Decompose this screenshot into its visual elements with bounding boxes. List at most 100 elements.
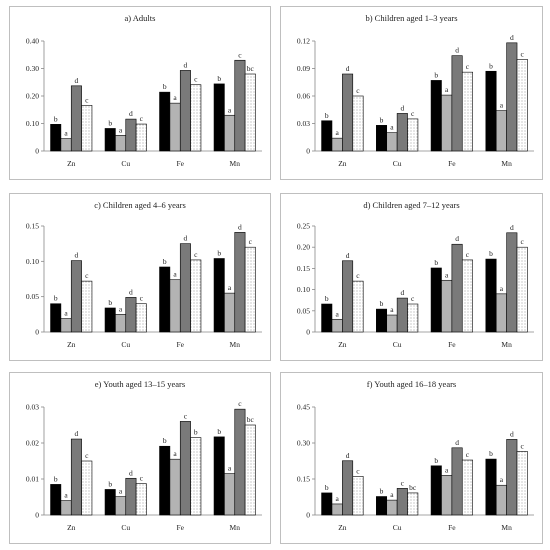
x-category-label: Fe [448, 340, 456, 349]
bar-zn-2 [331, 503, 343, 516]
chart-panel-b: b) Children aged 1–3 years 0 0.03 0.06 0.09 0… [280, 6, 543, 180]
chart-c: c) Children aged 4–6 years 0 0.05 0.10 0.15 b… [26, 200, 262, 349]
bar-letter-label: b [325, 294, 329, 303]
bar-mn-1 [485, 458, 497, 516]
bar-letter-label: a [119, 304, 123, 313]
bar-fe-3 [451, 55, 463, 152]
bar-letter-label: a [500, 475, 504, 484]
x-category-label: Cu [121, 523, 130, 532]
y-tick-label: 0 [35, 511, 39, 520]
chart-e: e) Youth aged 13–15 years00.010.020.03ba… [26, 379, 262, 532]
bar-zn-3 [342, 73, 354, 152]
bar-cu-1 [104, 307, 116, 333]
bar-letter-label: b [163, 436, 167, 445]
chart-panel-a: a) Adults 0 0.10 0.20 0.30 0.40 b a d c Zn b a d c Cu b a… [9, 6, 271, 180]
bar-letter-label: b [434, 70, 438, 79]
x-category-label: Fe [177, 523, 185, 532]
bar-letter-label: d [75, 251, 79, 260]
bar-cu-3 [396, 488, 408, 516]
chart-title: b) Children aged 1–3 years [365, 13, 457, 23]
x-category-label: Mn [230, 159, 241, 168]
bar-fe-1 [159, 445, 171, 516]
bar-letter-label: d [75, 76, 79, 85]
bar-letter-label: d [184, 60, 188, 69]
y-tick-label: 0.09 [297, 64, 310, 73]
bar-cu-3 [396, 113, 408, 152]
bar-cu-1 [376, 496, 388, 516]
bar-mn-4 [244, 73, 256, 152]
x-category-label: Cu [393, 523, 402, 532]
y-tick-label: 0.15 [26, 222, 39, 231]
x-category-label: Fe [177, 340, 185, 349]
x-category-label: Mn [501, 340, 512, 349]
bar-letter-label: c [238, 399, 242, 408]
bar-letter-label: d [400, 288, 404, 297]
bar-mn-1 [485, 258, 497, 333]
bar-cu-2 [386, 132, 398, 152]
bar-cu-2 [386, 314, 398, 333]
bar-letter-label: b [489, 249, 493, 258]
y-tick-label: 0.15 [297, 264, 310, 273]
bar-letter-label: d [129, 287, 133, 296]
y-tick-label: 0.06 [297, 92, 310, 101]
bar-cu-3 [125, 477, 137, 516]
bar-fe-1 [430, 80, 442, 152]
y-tick-label: 0.45 [297, 403, 310, 412]
x-category-label: Cu [121, 159, 130, 168]
bar-cu-2 [115, 135, 127, 152]
bar-letter-label: a [336, 309, 340, 318]
bar-letter-label: a [500, 101, 504, 110]
y-tick-label: 0.20 [26, 92, 39, 101]
bar-letter-label: b [489, 61, 493, 70]
bar-letter-label: b [108, 298, 112, 307]
y-tick-label: 0.10 [26, 119, 39, 128]
chart-a: a) Adults00.100.200.300.40badcZnbadcCuba… [26, 13, 262, 168]
bar-letter-label: c [184, 411, 188, 420]
chart-d: d) Children aged 7–12 years 0 0.05 0.10 0.15… [297, 200, 534, 349]
bar-mn-4 [244, 246, 256, 333]
bar-cu-2 [386, 499, 398, 516]
y-tick-label: 0.20 [297, 243, 310, 252]
y-tick-label: 0.30 [26, 64, 39, 73]
bar-letter-label: a [390, 490, 394, 499]
x-category-label: Cu [393, 340, 402, 349]
bar-mn-1 [485, 70, 497, 152]
bar-letter-label: d [346, 251, 350, 260]
y-tick-label: 0.40 [26, 37, 39, 46]
bar-letter-label: c [85, 451, 89, 460]
bar-letter-label: d [510, 223, 514, 232]
x-category-label: Mn [230, 523, 241, 532]
bar-letter-label: a [445, 85, 449, 94]
bar-fe-2 [441, 475, 453, 516]
bar-fe-3 [179, 421, 191, 516]
bar-letter-label: a [390, 305, 394, 314]
bar-cu-1 [376, 308, 388, 333]
bar-letter-label: a [336, 494, 340, 503]
chart-title: a) Adults [125, 13, 156, 23]
x-category-label: Zn [67, 159, 76, 168]
bar-fe-1 [159, 91, 171, 152]
bar-letter-label: b [108, 479, 112, 488]
bar-zn-1 [50, 303, 62, 333]
chart-panel-d: d) Children aged 7–12 years 0 0.05 0.10 0.15… [280, 193, 543, 361]
x-category-label: Zn [67, 340, 76, 349]
bar-letter-label: d [346, 451, 350, 460]
bar-mn-2 [495, 110, 507, 152]
bar-zn-3 [70, 260, 82, 333]
bar-mn-3 [506, 439, 518, 516]
bar-mn-1 [213, 436, 225, 516]
bar-mn-4 [516, 59, 528, 152]
bar-letter-label: c [356, 466, 360, 475]
bar-mn-1 [213, 258, 225, 333]
bar-mn-4 [516, 451, 528, 516]
y-tick-label: 0.10 [297, 285, 310, 294]
x-category-label: Zn [338, 523, 347, 532]
bar-letter-label: b [163, 257, 167, 266]
bar-letter-label: b [54, 114, 58, 123]
bar-letter-label: c [356, 86, 360, 95]
chart-f: f) Youth aged 16–18 years00.150.300.45ba… [297, 379, 534, 532]
bar-letter-label: c [521, 441, 525, 450]
bar-cu-4 [407, 492, 419, 516]
bar-fe-4 [461, 259, 473, 333]
bar-letter-label: a [64, 309, 68, 318]
